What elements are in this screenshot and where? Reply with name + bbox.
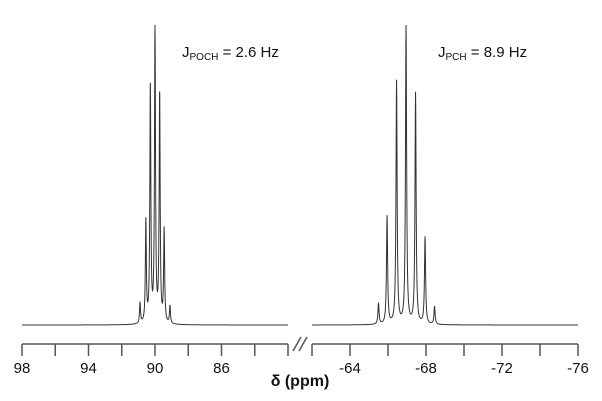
coupling-label-left: JPOCH = 2.6 Hz bbox=[182, 44, 279, 63]
spectrum-trace-left bbox=[22, 24, 288, 326]
tick-label-left: 94 bbox=[80, 360, 97, 377]
tick-label-left: 98 bbox=[14, 360, 31, 377]
tick-label-right: -64 bbox=[339, 360, 361, 377]
spectrum-traces bbox=[22, 24, 578, 326]
coupling-subscript-right: PCH bbox=[445, 52, 467, 63]
coupling-symbol-right: J bbox=[438, 44, 446, 61]
spectrum-trace-right bbox=[312, 24, 578, 326]
x-axis: 98 94 90 86 -64 -68 -72 -76 bbox=[14, 336, 589, 377]
coupling-label-right: JPCH = 8.9 Hz bbox=[438, 44, 527, 63]
tick-label-right: -76 bbox=[567, 360, 589, 377]
coupling-symbol-left: J bbox=[182, 44, 190, 61]
tick-label-left: 86 bbox=[213, 360, 230, 377]
tick-label-right: -68 bbox=[415, 360, 437, 377]
coupling-subscript-left: POCH bbox=[189, 52, 219, 63]
tick-label-right: -72 bbox=[491, 360, 513, 377]
coupling-value-left: = 2.6 Hz bbox=[218, 44, 279, 61]
coupling-value-right: = 8.9 Hz bbox=[466, 44, 528, 61]
axis-break-mark bbox=[298, 336, 308, 352]
tick-label-left: 90 bbox=[147, 360, 164, 377]
x-axis-label: δ (ppm) bbox=[271, 373, 330, 390]
axis-break-mark bbox=[292, 336, 302, 352]
